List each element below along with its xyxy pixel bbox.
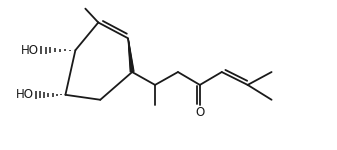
Text: HO: HO <box>16 88 34 101</box>
Text: HO: HO <box>21 44 38 57</box>
Text: O: O <box>195 106 205 119</box>
